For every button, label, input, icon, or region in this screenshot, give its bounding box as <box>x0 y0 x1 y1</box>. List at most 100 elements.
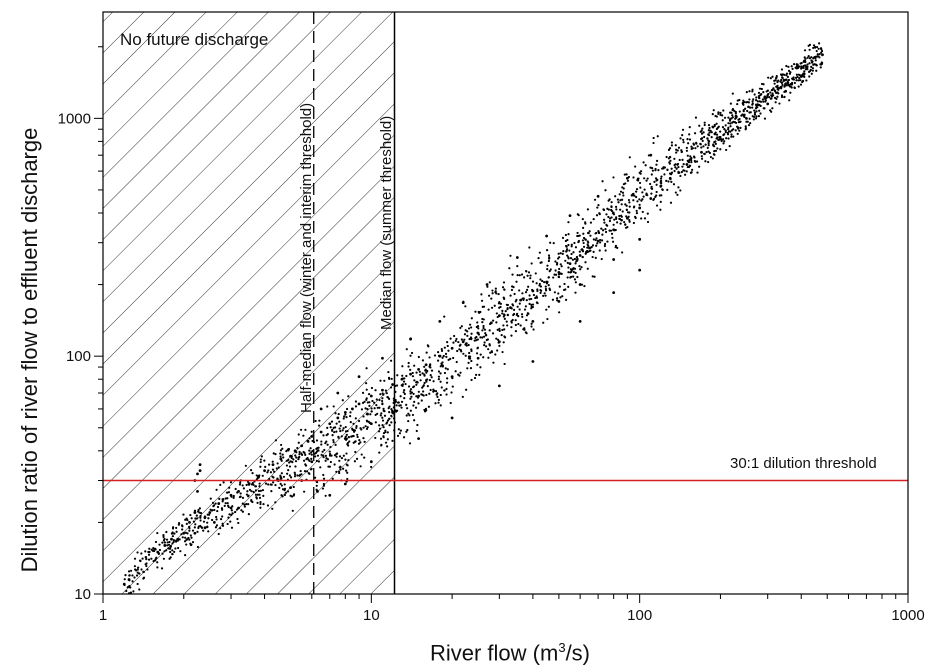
data-point <box>370 465 373 469</box>
data-point <box>308 449 311 452</box>
data-point <box>577 214 580 217</box>
data-point <box>803 70 806 73</box>
data-point <box>399 429 402 432</box>
data-point <box>337 412 340 416</box>
data-point <box>331 434 334 437</box>
data-point <box>227 516 230 519</box>
data-point <box>405 374 408 378</box>
data-point <box>484 334 488 337</box>
data-point <box>452 341 455 344</box>
data-point <box>578 283 582 286</box>
data-point <box>445 355 448 358</box>
y-tick-label: 100 <box>66 348 91 365</box>
data-point <box>324 494 327 497</box>
data-point <box>350 407 354 411</box>
data-point <box>676 193 679 196</box>
data-point <box>244 464 247 467</box>
data-point <box>259 500 262 504</box>
data-point <box>498 306 501 309</box>
data-point <box>604 249 607 252</box>
data-point <box>497 302 501 305</box>
data-point <box>806 56 809 59</box>
data-point <box>699 143 702 146</box>
data-point <box>566 254 569 257</box>
data-point <box>142 576 146 579</box>
data-point <box>665 155 668 159</box>
data-point <box>615 217 618 220</box>
data-point <box>258 493 261 496</box>
data-point <box>782 79 785 82</box>
data-point <box>466 330 469 333</box>
data-point <box>794 76 798 80</box>
data-point <box>172 540 175 544</box>
data-point <box>676 163 679 166</box>
data-point <box>388 417 391 420</box>
data-point <box>331 428 334 431</box>
data-point <box>379 414 382 417</box>
data-point <box>723 116 727 119</box>
data-point <box>810 61 814 64</box>
data-point <box>321 487 325 490</box>
data-point <box>423 381 426 385</box>
data-point <box>283 483 286 486</box>
data-point <box>820 49 824 53</box>
data-point <box>700 132 704 135</box>
data-point <box>403 397 406 400</box>
data-point <box>131 574 134 577</box>
data-point <box>333 454 337 457</box>
data-point <box>229 506 233 510</box>
data-point <box>464 329 467 332</box>
data-point <box>470 332 473 335</box>
data-point <box>491 332 495 335</box>
data-point <box>726 133 730 136</box>
data-point <box>458 348 461 351</box>
data-point <box>757 114 761 118</box>
data-point <box>469 323 472 326</box>
data-point <box>780 95 784 99</box>
data-point <box>625 173 628 176</box>
data-point <box>577 240 580 244</box>
data-point <box>559 296 562 299</box>
data-point <box>245 503 248 506</box>
data-point <box>381 392 384 395</box>
data-point <box>654 177 658 180</box>
data-point <box>338 420 341 423</box>
data-point <box>710 135 713 139</box>
data-point <box>211 501 215 504</box>
data-point <box>267 483 270 486</box>
data-point <box>299 428 303 431</box>
data-point <box>278 486 281 489</box>
data-point <box>515 256 519 259</box>
data-point <box>241 484 244 487</box>
data-point <box>144 550 147 553</box>
data-point <box>315 439 319 442</box>
data-point <box>342 427 345 430</box>
data-point <box>707 144 710 147</box>
data-point <box>696 171 699 174</box>
data-point <box>584 252 587 255</box>
data-point <box>219 483 222 486</box>
data-point <box>501 312 504 315</box>
data-point <box>339 429 342 433</box>
data-point <box>638 268 642 272</box>
data-point <box>286 472 289 475</box>
data-point <box>326 443 329 446</box>
data-point <box>656 178 659 181</box>
data-point <box>732 135 735 138</box>
data-point <box>424 369 427 372</box>
data-point <box>581 239 585 242</box>
data-point <box>374 413 377 417</box>
data-point <box>660 179 663 183</box>
data-point <box>774 101 777 104</box>
data-point <box>184 554 187 557</box>
data-point <box>640 199 643 202</box>
data-point <box>700 146 703 149</box>
data-point <box>781 83 784 87</box>
data-point <box>230 526 234 529</box>
data-point <box>503 297 506 300</box>
data-point <box>428 392 431 395</box>
data-point <box>574 246 578 249</box>
data-point <box>378 398 381 402</box>
data-point <box>762 100 765 103</box>
data-point <box>531 320 535 323</box>
